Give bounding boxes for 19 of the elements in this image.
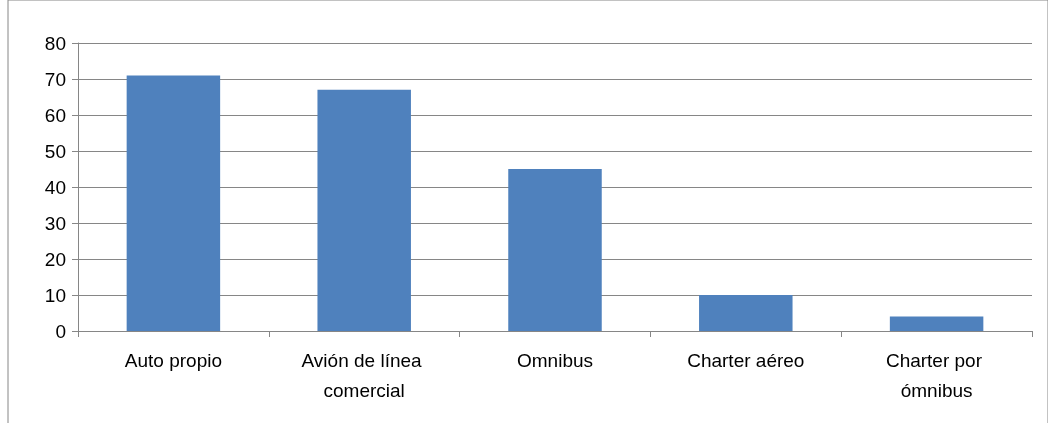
y-tick-label: 50	[44, 140, 66, 162]
bar	[317, 89, 411, 331]
y-tick-label: 20	[44, 248, 66, 270]
x-tick-label: Omnibus	[516, 349, 594, 371]
y-tick-label: 80	[44, 32, 66, 54]
bar	[889, 316, 984, 331]
bar	[126, 75, 221, 331]
y-tick-label: 60	[44, 104, 66, 126]
x-tick-label: Avión de línea comercial	[301, 349, 427, 401]
x-tick-label: Auto propio	[124, 349, 222, 371]
y-tick-label: 40	[44, 176, 66, 198]
y-tick-label: 0	[55, 320, 66, 342]
y-tick-label: 30	[44, 212, 66, 234]
x-tick-label: Charter aéreo	[687, 349, 805, 371]
y-tick-label: 70	[44, 68, 66, 90]
bar	[508, 169, 602, 331]
bar	[699, 295, 793, 331]
y-tick-label: 10	[44, 284, 66, 306]
x-tick-label: Charter por ómnibus	[885, 349, 988, 401]
